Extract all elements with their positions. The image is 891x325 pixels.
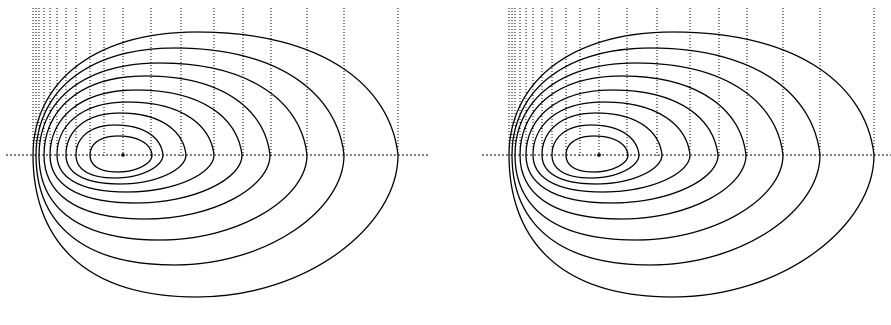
orbit-curve-left-4 (43, 75, 271, 220)
orbit-curve-left-3 (38, 62, 308, 241)
orbit-curve-right-3 (514, 62, 784, 241)
orbit-curve-right-2 (511, 47, 821, 266)
orbit-curve-left-9 (89, 135, 153, 173)
orbit-curve-left-6 (56, 101, 215, 193)
orbit-curve-left-5 (49, 89, 243, 204)
orbit-curve-left-1 (32, 31, 399, 298)
orbit-curve-right-4 (519, 75, 747, 220)
orbit-curve-right-5 (525, 89, 719, 204)
center-point-icon-left (121, 153, 125, 157)
stereo-panel-right (446, 0, 891, 325)
phase-portrait-left (6, 8, 430, 298)
orbit-curve-right-7 (541, 112, 663, 185)
center-point-icon-right (597, 153, 601, 157)
orbit-curve-right-6 (532, 101, 691, 193)
orbit-curve-left-7 (65, 112, 187, 185)
stereo-panel-left (0, 0, 445, 325)
phase-portrait-right (482, 8, 891, 298)
orbit-curve-right-1 (508, 31, 875, 298)
orbit-curve-left-8 (75, 124, 164, 179)
orbit-curve-right-8 (551, 124, 640, 179)
orbit-curve-right-9 (565, 135, 629, 173)
orbit-curve-left-2 (35, 47, 345, 266)
